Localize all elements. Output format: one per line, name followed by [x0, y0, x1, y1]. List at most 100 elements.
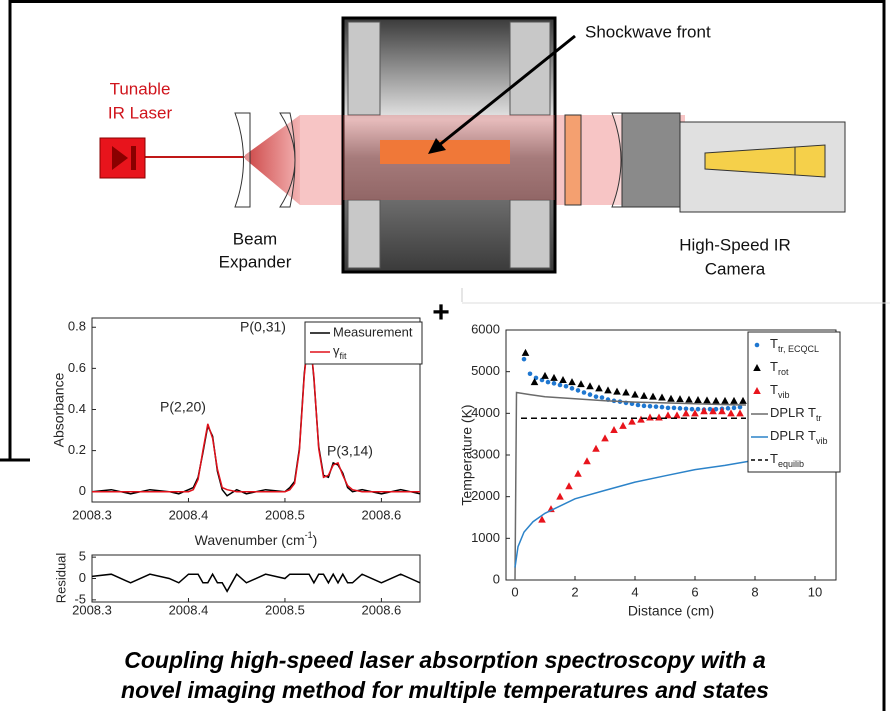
tube-flange: [347, 199, 381, 269]
expander-label: Beam: [233, 229, 277, 248]
data-point: [521, 348, 530, 356]
peak-label: P(0,31): [240, 319, 286, 335]
data-point: [712, 396, 720, 404]
data-point: [635, 402, 641, 408]
legend-sub: vib: [778, 390, 790, 400]
data-point: [592, 444, 600, 452]
x-tick-label: 10: [808, 584, 822, 599]
laser-label: IR Laser: [108, 103, 173, 122]
data-point: [718, 407, 726, 415]
x-tick-label: 4: [631, 584, 638, 599]
legend-label: T: [770, 336, 778, 351]
y-tick-label: 2000: [471, 488, 500, 503]
camera-label: High-Speed IR: [679, 235, 791, 254]
data-point: [575, 388, 581, 393]
y-tick-label: 0.6: [68, 360, 86, 375]
data-point: [713, 406, 719, 412]
y-tick-label: 6000: [471, 321, 500, 336]
legend-label: DPLR T: [770, 428, 816, 443]
data-point: [695, 406, 701, 412]
data-point: [676, 395, 684, 403]
data-point: [565, 482, 573, 490]
legend-entry: Ttr, ECQCL: [770, 336, 819, 354]
data-point: [613, 387, 621, 395]
x-axis-label: -1: [305, 530, 313, 540]
peak-label: P(2,20): [160, 399, 206, 415]
data-point: [595, 384, 603, 392]
x-tick-label: 2008.6: [362, 602, 402, 617]
x-tick-label: 2008.4: [169, 602, 209, 617]
data-point: [586, 382, 594, 390]
y-tick-label: 4000: [471, 405, 500, 420]
data-point: [640, 391, 648, 399]
legend-swatch: [753, 387, 761, 394]
y-tick-label: 5: [79, 549, 86, 564]
data-point: [539, 377, 545, 383]
data-point: [581, 390, 587, 395]
data-point: [664, 411, 672, 419]
legend-sub: vib: [816, 436, 828, 446]
data-point: [577, 380, 585, 388]
data-point: [557, 382, 563, 388]
legend-label: Measurement: [333, 324, 413, 339]
data-point: [541, 371, 549, 379]
data-point: [739, 396, 747, 404]
camera-lens: [621, 112, 681, 208]
data-point: [628, 417, 636, 425]
y-axis-label: Temperature (K): [459, 404, 475, 505]
data-point: [683, 406, 689, 412]
data-point: [568, 378, 576, 386]
legend-entry: Tvib: [770, 382, 789, 400]
data-point: [655, 413, 663, 421]
lens: [279, 112, 296, 208]
x-axis-label: ): [313, 532, 318, 548]
legend-entry: Tequilib: [770, 451, 804, 469]
data-point: [667, 394, 675, 402]
x-tick-label: 2008.4: [169, 507, 209, 522]
data-point: [574, 469, 582, 477]
laser-label: Tunable: [110, 79, 171, 98]
legend-sub: equilib: [778, 459, 804, 469]
x-tick-label: 8: [751, 584, 758, 599]
model-line: [514, 391, 747, 581]
data-point: [721, 396, 729, 404]
arrow: [437, 34, 576, 148]
caption: Coupling high-speed laser absorption spe…: [124, 647, 766, 673]
peak-label: P(3,14): [327, 443, 373, 459]
x-tick-label: 2008.5: [265, 602, 305, 617]
data-point: [604, 386, 612, 394]
data-point: [737, 404, 743, 410]
data-point: [647, 403, 653, 409]
x-tick-label: 2008.3: [72, 602, 112, 617]
data-point: [685, 395, 693, 403]
data-point: [637, 415, 645, 423]
laser-icon: [112, 146, 128, 170]
data-point: [551, 381, 557, 386]
legend-swatch: [754, 342, 760, 348]
x-axis-label: Wavenumber (cm: [195, 532, 305, 548]
beam-cone: [245, 115, 300, 205]
y-tick-label: 0: [493, 571, 500, 586]
legend-box: [304, 321, 423, 365]
data-point: [556, 492, 564, 500]
y-tick-label: 0.2: [68, 442, 86, 457]
x-tick-label: 2008.5: [265, 507, 305, 522]
data-point: [547, 505, 555, 513]
x-axis-label: Distance (cm): [628, 603, 714, 619]
legend-swatch: [753, 364, 761, 371]
data-point: [658, 393, 666, 401]
spectrum-line: [92, 329, 420, 493]
legend-entry: γfit: [333, 343, 347, 361]
y-axis-label: Absorbance: [51, 372, 67, 447]
data-point: [677, 406, 683, 411]
expander-label: Expander: [219, 252, 292, 271]
legend-entry: DPLR Tvib: [770, 428, 828, 446]
data-point: [622, 388, 630, 396]
data-point: [709, 407, 717, 415]
x-axis-label: Wavenumber (cm-1): [195, 530, 318, 547]
data-point: [587, 392, 593, 397]
data-point: [703, 396, 711, 404]
x-tick-label: 6: [691, 584, 698, 599]
lens: [234, 112, 251, 208]
